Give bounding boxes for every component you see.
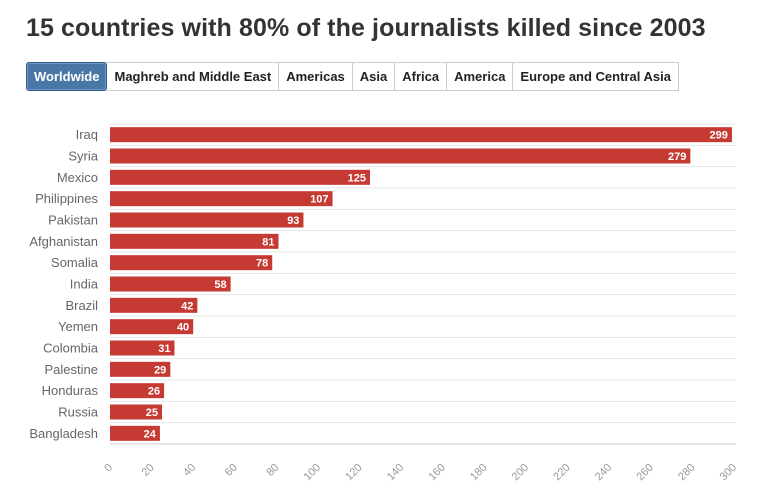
value-label: 42 (181, 300, 193, 312)
x-tick-label: 160 (426, 462, 447, 483)
bar-mexico[interactable] (110, 169, 370, 185)
value-label: 25 (146, 407, 158, 419)
x-tick-label: 0 (102, 462, 115, 475)
x-tick-label: 300 (718, 462, 739, 483)
value-label: 40 (177, 322, 189, 334)
x-tick-label: 80 (264, 462, 281, 479)
category-label: Honduras (42, 383, 99, 398)
x-tick-label: 120 (343, 462, 364, 483)
category-label: Syria (68, 149, 98, 164)
bar-syria[interactable] (110, 148, 691, 164)
bar-russia[interactable] (110, 404, 162, 420)
value-label: 78 (256, 258, 268, 270)
category-label: Yemen (58, 319, 98, 334)
x-tick-label: 260 (634, 462, 655, 483)
bar-somalia[interactable] (110, 255, 273, 271)
value-label: 31 (158, 343, 170, 355)
value-label: 125 (348, 172, 366, 184)
tab-america[interactable]: America (447, 62, 514, 91)
x-tick-label: 60 (223, 462, 240, 479)
category-label: Colombia (43, 341, 99, 356)
bar-honduras[interactable] (110, 383, 165, 399)
bar-colombia[interactable] (110, 340, 175, 356)
bar-india[interactable] (110, 276, 231, 292)
tab-asia[interactable]: Asia (352, 62, 396, 91)
region-tabs: Worldwide Maghreb and Middle East Americas… (26, 62, 679, 91)
x-tick-label: 20 (140, 462, 157, 479)
category-label: Mexico (57, 170, 98, 185)
value-label: 299 (710, 130, 728, 142)
category-label: Pakistan (48, 213, 98, 228)
x-tick-label: 180 (468, 462, 489, 483)
chart-title: 15 countries with 80% of the journalists… (26, 14, 706, 42)
tab-americas[interactable]: Americas (279, 62, 353, 91)
bar-bangladesh[interactable] (110, 425, 160, 441)
x-tick-label: 100 (302, 462, 323, 483)
bar-yemen[interactable] (110, 319, 194, 335)
category-label: Philippines (35, 191, 98, 206)
category-label: Palestine (45, 362, 98, 377)
x-tick-label: 140 (385, 462, 406, 483)
category-label: Somalia (51, 255, 99, 270)
category-label: Brazil (65, 298, 98, 313)
category-label: Bangladesh (29, 426, 98, 441)
value-label: 93 (287, 215, 299, 227)
bar-afghanistan[interactable] (110, 233, 279, 249)
value-label: 26 (148, 386, 160, 398)
category-label: Iraq (76, 127, 98, 142)
value-label: 58 (214, 279, 226, 291)
category-label: Russia (58, 405, 99, 420)
bar-palestine[interactable] (110, 361, 171, 377)
value-label: 24 (144, 428, 157, 440)
tab-worldwide[interactable]: Worldwide (26, 62, 108, 91)
tab-europe-and-central-asia[interactable]: Europe and Central Asia (513, 62, 679, 91)
category-label: Afghanistan (29, 234, 98, 249)
bar-pakistan[interactable] (110, 212, 304, 228)
tab-africa[interactable]: Africa (395, 62, 448, 91)
bar-iraq[interactable] (110, 127, 732, 143)
value-label: 279 (668, 151, 686, 163)
x-tick-label: 240 (593, 462, 614, 483)
value-label: 81 (262, 236, 274, 248)
value-label: 29 (154, 364, 166, 376)
tab-maghreb-and-middle-east[interactable]: Maghreb and Middle East (107, 62, 280, 91)
x-tick-label: 40 (181, 462, 198, 479)
x-tick-label: 280 (676, 462, 697, 483)
bar-philippines[interactable] (110, 191, 333, 207)
value-label: 107 (310, 194, 328, 206)
category-label: India (70, 277, 99, 292)
bar-brazil[interactable] (110, 297, 198, 313)
x-tick-label: 200 (510, 462, 531, 483)
x-tick-label: 220 (551, 462, 572, 483)
